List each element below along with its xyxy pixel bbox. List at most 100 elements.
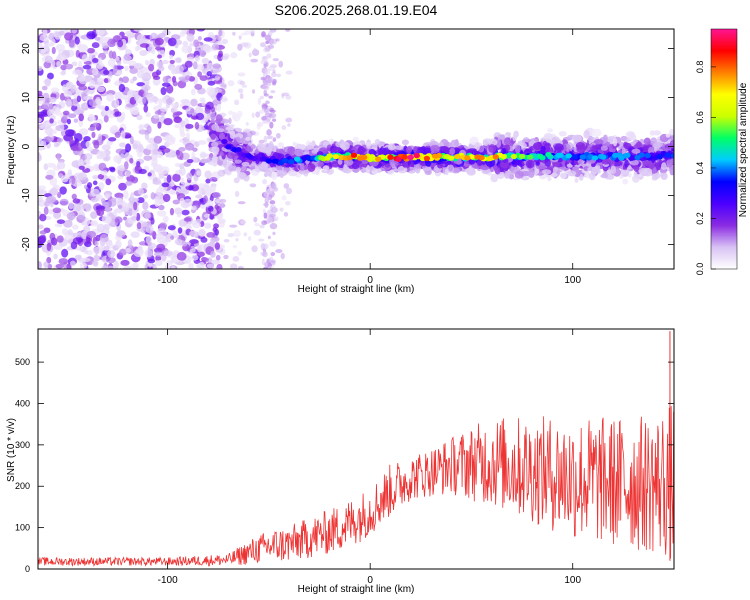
spectrogram-cell — [72, 198, 81, 204]
spectrogram-cell — [93, 254, 99, 263]
spectrogram-cell — [270, 252, 276, 257]
spectrogram-cell — [170, 190, 177, 195]
spectrogram-cell — [43, 261, 49, 268]
spectrogram-cell — [264, 45, 271, 52]
spectrogram-cell — [239, 93, 244, 100]
spectrogram-cell — [264, 34, 272, 42]
spectrogram-cell — [86, 146, 94, 152]
spectrogram-cell — [139, 43, 150, 48]
spectrogram-cell — [152, 75, 161, 81]
spectrogram-cell — [114, 99, 120, 108]
spectrogram-cell — [205, 101, 214, 110]
spectrogram-cell — [50, 237, 58, 246]
spectrogram-cell — [115, 240, 122, 249]
spectrogram-cell — [287, 146, 296, 156]
spectrogram-cell — [78, 246, 84, 252]
spectrogram-ridge-cell — [454, 153, 461, 160]
spectrogram-cell — [232, 31, 236, 36]
spectrogram-cell — [76, 214, 85, 223]
spectrogram-cell — [46, 195, 57, 203]
spectrogram-cell — [80, 230, 88, 240]
spectrogram-cell — [250, 58, 258, 63]
spectrogram-cell — [267, 265, 275, 269]
spectrogram-cell — [227, 232, 235, 238]
spectrogram-cell — [210, 134, 216, 140]
spectrogram-cell — [189, 42, 194, 47]
spectrogram-cell — [175, 65, 180, 74]
spectrogram-cell — [161, 182, 170, 188]
spectrogram-cell — [170, 103, 180, 108]
spectrogram-cell — [235, 237, 239, 242]
spectrogram-cell — [107, 265, 115, 269]
spectrogram-ridge-cell — [464, 155, 471, 161]
snr-x-ticks: -100 0 100 — [158, 329, 582, 586]
spectrogram-cell — [660, 172, 668, 180]
spectrogram-ridge-cell — [287, 159, 295, 165]
spectrogram-cell — [59, 198, 69, 206]
spectrogram-cell — [233, 177, 240, 184]
y-tick-label: 500 — [15, 357, 30, 367]
y-tick-label: 100 — [15, 523, 30, 533]
spectrogram-cell — [118, 142, 127, 148]
spectrogram-cell — [201, 57, 210, 65]
spectrogram-cell — [261, 106, 266, 111]
spectrogram-cell — [155, 255, 162, 262]
spectrogram-cell — [190, 88, 196, 96]
spectrogram-cell — [118, 248, 127, 256]
spectrogram-cell — [633, 164, 639, 172]
spectrogram-cell — [271, 171, 278, 181]
spectrogram-cell — [95, 96, 101, 105]
spectrogram-cell — [38, 152, 41, 162]
spectrogram-cell — [271, 182, 277, 189]
spectrogram-cell — [73, 133, 83, 142]
spectrogram-cell — [245, 145, 252, 153]
spectrogram-cell — [285, 29, 291, 32]
spectrogram-cell — [38, 234, 46, 244]
spectrogram-ridge-cell — [369, 154, 376, 160]
spectrogram-cell — [415, 167, 421, 174]
spectrogram-cell — [191, 254, 199, 261]
spectrogram-cell — [114, 216, 123, 224]
colorbar-label: Normalized spectral amplitude — [738, 82, 749, 217]
spectrogram-cell — [157, 54, 163, 59]
spectrogram-cell — [38, 261, 43, 269]
spectrogram-cell — [118, 164, 125, 171]
spectrogram-cell — [512, 134, 517, 142]
spectrogram-cell — [206, 71, 212, 77]
spectrogram-cell — [268, 167, 279, 172]
spectrogram-ridge-cell — [591, 155, 599, 161]
spectrogram-cell — [503, 137, 511, 146]
spectrogram-cell — [92, 57, 99, 64]
spectrogram-cell — [169, 59, 175, 65]
spectrogram-ridge-cell — [555, 152, 562, 159]
spectrogram-cell — [252, 89, 256, 94]
spectrogram-cell — [576, 145, 586, 153]
spectrogram-cell — [194, 83, 203, 90]
spectrogram-cell — [263, 146, 273, 154]
spectrogram-cell — [192, 61, 198, 70]
spectrogram-cell — [118, 182, 127, 191]
spectrogram-cell — [275, 133, 281, 139]
spectrogram-cell — [304, 147, 310, 156]
spectrogram-cell — [70, 84, 77, 93]
spectrogram-cell — [117, 39, 124, 48]
spectrogram-cell — [209, 177, 218, 182]
spectrogram-cell — [294, 148, 305, 157]
spectrogram-cell — [38, 105, 44, 110]
spectrogram-cell — [239, 80, 246, 86]
spectrogram-cell — [113, 64, 118, 74]
spectrogram-cell — [77, 158, 84, 166]
spectrogram-ridge-cell — [571, 154, 578, 160]
spectrogram-cell — [160, 112, 165, 118]
spectrogram-cell — [535, 161, 540, 166]
spectrogram-cell — [104, 105, 110, 111]
spectrogram-cell — [76, 95, 82, 103]
spectrogram-cell — [211, 146, 220, 154]
spectrogram-cell — [175, 57, 182, 64]
spectrogram-cell — [206, 86, 215, 96]
spectrogram-cell — [219, 247, 226, 255]
spectrogram-cell — [48, 209, 54, 215]
spectrogram-cell — [220, 95, 228, 103]
colorbar-tick-label: 0.2 — [695, 212, 705, 225]
spectrogram-y-label: Frequency (Hz) — [6, 116, 17, 185]
